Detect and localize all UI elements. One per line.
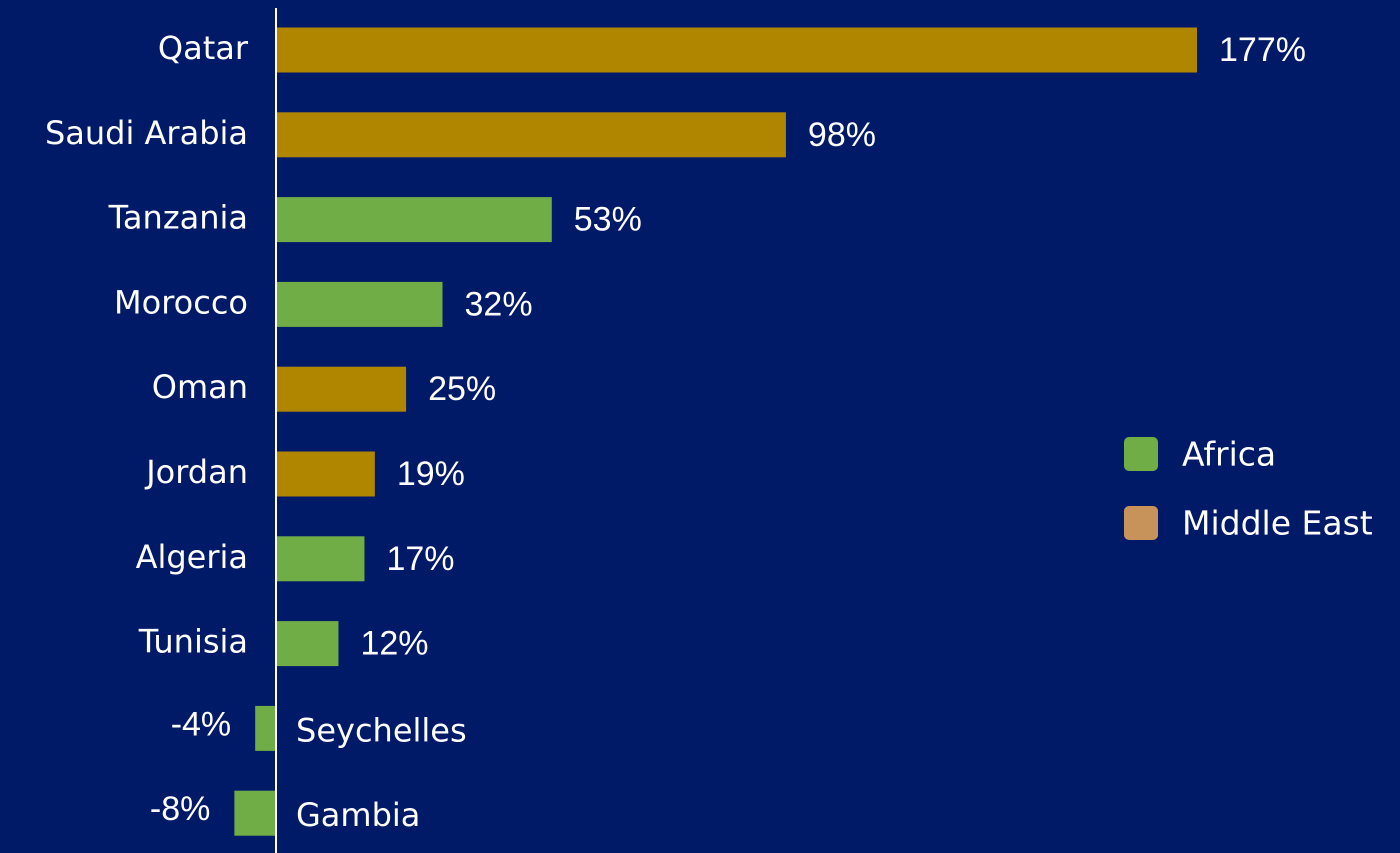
legend-label: Middle East [1182, 504, 1373, 543]
value-label: 32% [465, 285, 533, 323]
category-label: Morocco [114, 283, 248, 321]
bar [234, 790, 276, 836]
category-label: Qatar [158, 29, 249, 67]
legend-swatch [1124, 437, 1158, 471]
category-label: Tanzania [108, 199, 248, 237]
bar [276, 197, 552, 243]
legend-swatch [1124, 506, 1158, 540]
bar [255, 705, 276, 751]
bar [276, 366, 407, 412]
bar [276, 112, 786, 158]
value-label: 17% [386, 540, 454, 578]
category-label: Oman [152, 368, 248, 406]
value-label: 53% [574, 201, 642, 239]
bar [276, 536, 365, 582]
value-label: 12% [360, 625, 428, 663]
value-label: -4% [171, 705, 231, 743]
bar [276, 621, 339, 667]
legend-label: Africa [1182, 435, 1276, 474]
category-label: Saudi Arabia [45, 114, 248, 152]
bar [276, 451, 375, 497]
value-label: 19% [397, 455, 465, 493]
category-label: Seychelles [296, 711, 467, 749]
value-label: 25% [428, 370, 496, 408]
category-label: Tunisia [138, 623, 248, 661]
bar [276, 281, 443, 327]
bar [276, 27, 1197, 73]
category-label: Algeria [136, 538, 248, 576]
category-label: Gambia [296, 796, 420, 834]
value-label: 177% [1219, 31, 1306, 69]
value-label: 98% [808, 116, 876, 154]
category-label: Jordan [144, 453, 248, 491]
value-label: -8% [150, 790, 210, 828]
